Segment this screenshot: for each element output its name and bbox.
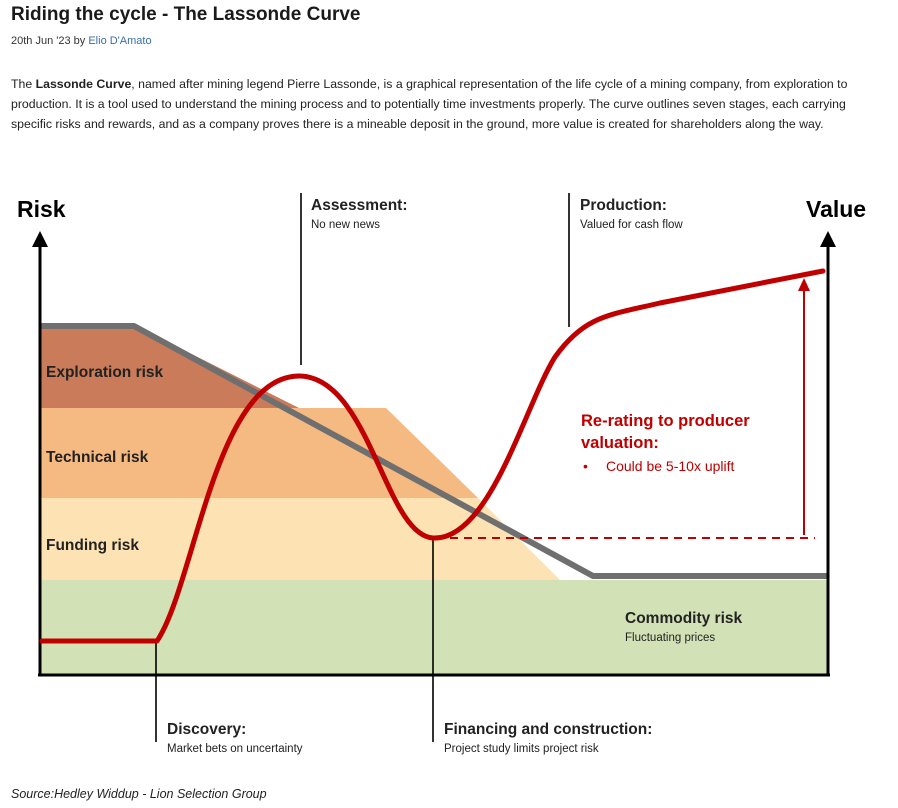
commodity-risk-sublabel: Fluctuating prices [625,632,715,644]
assessment-sublabel: No new news [311,219,380,231]
rerating-title-line2: valuation: [581,434,659,452]
production-sublabel: Valued for cash flow [580,219,683,231]
intro-body: , named after mining legend Pierre Lasso… [11,77,848,131]
value-axis-label: Value [806,196,866,222]
financing-sublabel: Project study limits project risk [444,743,599,755]
technical-risk-label: Technical risk [46,449,149,466]
funding-risk-band [40,498,560,580]
rerating-title-line1: Re-rating to producer [581,412,750,430]
technical-risk-band [40,408,478,498]
assessment-label: Assessment: [311,197,408,214]
risk-axis-arrow [32,231,48,247]
byline: 20th Jun '23 by Elio D'Amato [11,35,152,47]
exploration-risk-label: Exploration risk [46,364,164,381]
exploration-risk-band [40,325,299,408]
commodity-risk-label: Commodity risk [625,610,743,627]
intro-paragraph: The Lassonde Curve, named after mining l… [11,74,887,134]
funding-risk-label: Funding risk [46,537,139,554]
article-title: Riding the cycle - The Lassonde Curve [11,4,361,25]
rerating-bullet: • [583,458,588,474]
article-date: 20th Jun '23 [11,35,71,47]
rerating-arrow-head [798,278,810,291]
production-label: Production: [580,197,667,214]
author-link[interactable]: Elio D'Amato [88,35,152,47]
intro-pre: The [11,77,36,91]
financing-label: Financing and construction: [444,721,652,738]
byline-by: by [73,35,86,47]
discovery-sublabel: Market bets on uncertainty [167,743,303,755]
risk-slope-line [40,323,828,579]
rerating-uplift: Could be 5-10x uplift [606,458,735,474]
source-caption: Source:Hedley Widdup - Lion Selection Gr… [11,787,267,801]
lassonde-value-curve [39,268,826,644]
discovery-label: Discovery: [167,721,246,738]
intro-bold-term: Lassonde Curve [35,77,132,91]
risk-axis-label: Risk [17,196,66,222]
lassonde-curve-diagram: Risk Value Exploration risk Technical ri… [17,193,866,755]
commodity-risk-band [40,580,828,674]
value-axis-arrow [820,231,836,247]
